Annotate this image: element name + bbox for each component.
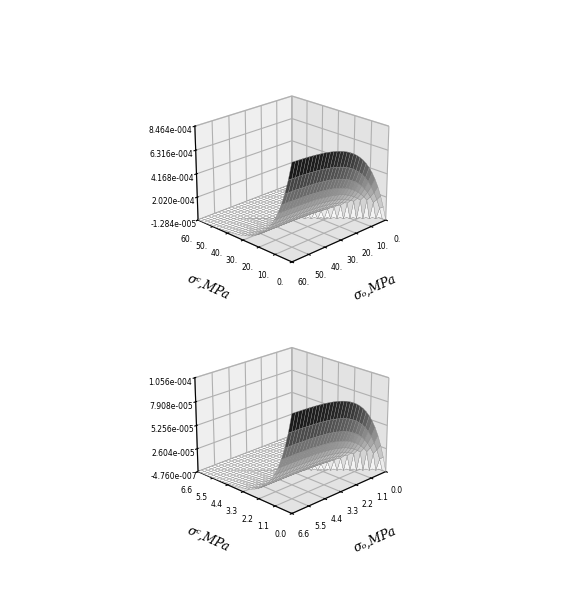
Y-axis label: σᶜ,MPa: σᶜ,MPa	[185, 524, 231, 554]
X-axis label: σₒ,MPa: σₒ,MPa	[352, 272, 399, 302]
Y-axis label: σᶜ,MPa: σᶜ,MPa	[185, 273, 231, 302]
X-axis label: σₒ,MPa: σₒ,MPa	[352, 524, 399, 554]
